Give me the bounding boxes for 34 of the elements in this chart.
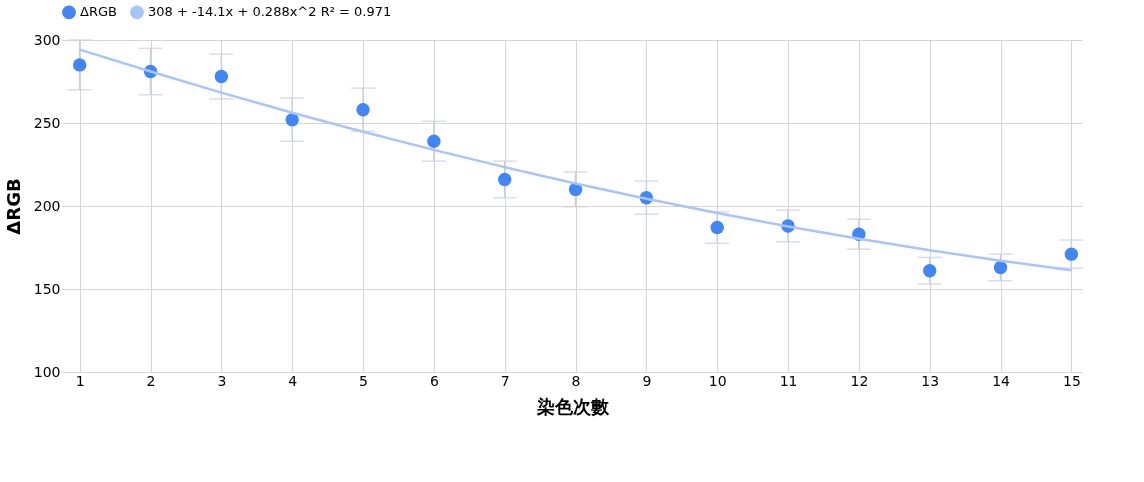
x-tick-label: 1	[75, 372, 85, 389]
x-tick-label: 2	[146, 372, 156, 389]
x-tick-label: 15	[1062, 372, 1081, 389]
point	[73, 58, 87, 72]
point	[1064, 247, 1079, 261]
x-tick-label: 13	[921, 372, 940, 389]
x-tick-label: 8	[571, 372, 581, 389]
x-tick-label: 3	[217, 372, 227, 389]
point	[285, 112, 299, 127]
x-tick-label: 6	[429, 372, 439, 389]
y-tick-label: 250	[33, 114, 61, 131]
point	[710, 220, 724, 235]
point	[356, 103, 370, 117]
x-tick-label: 11	[779, 372, 798, 389]
y-axis-title: ΔRGB	[2, 178, 24, 235]
point	[993, 260, 1008, 275]
y-tick-label: 200	[33, 197, 61, 214]
x-tick-label: 10	[708, 372, 727, 389]
point	[923, 264, 937, 278]
x-tick-label: 4	[288, 372, 298, 389]
x-tick-label: 14	[992, 372, 1011, 389]
y-tick-label: 150	[33, 280, 61, 297]
x-tick-label: 5	[359, 372, 368, 389]
point	[214, 69, 229, 84]
legend-label: 308 + -14.1x + 0.288x^2 R² = 0.971	[148, 4, 392, 20]
x-tick-label: 12	[850, 372, 869, 389]
point	[427, 134, 441, 148]
legend-label: ΔRGB	[80, 4, 117, 20]
x-axis-title: 染色次數	[535, 395, 610, 417]
x-tick-label: 9	[642, 372, 652, 389]
y-tick-label: 300	[33, 31, 61, 48]
y-tick-label: 100	[33, 363, 61, 380]
x-tick-label: 7	[500, 372, 510, 389]
point	[498, 172, 512, 187]
